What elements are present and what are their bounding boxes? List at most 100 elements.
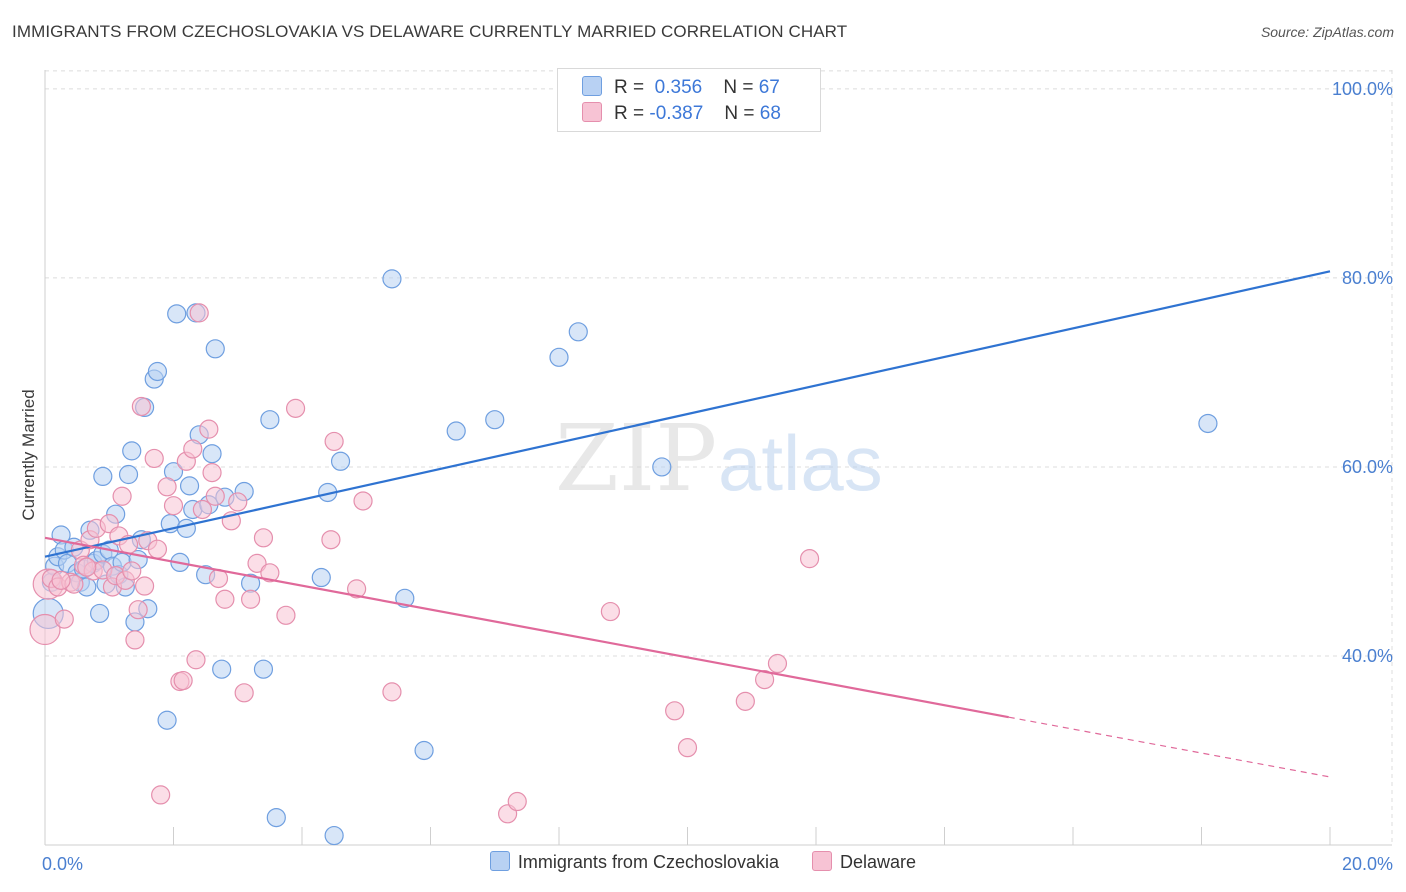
- point-czechoslovakia: [311, 567, 331, 588]
- legend-r-value: 0.356: [654, 77, 703, 98]
- point-delaware: [215, 589, 235, 609]
- point-delaware: [199, 419, 219, 439]
- point-czechoslovakia: [90, 603, 110, 624]
- point-delaware: [507, 791, 527, 812]
- point-delaware: [276, 605, 296, 625]
- point-delaware: [202, 463, 222, 483]
- chart-title: IMMIGRANTS FROM CZECHOSLOVAKIA VS DELAWA…: [12, 22, 848, 41]
- point-czechoslovakia: [212, 659, 232, 679]
- point-delaware: [677, 738, 698, 758]
- legend-swatch-pink: [582, 102, 602, 122]
- legend-swatch-blue: [582, 76, 602, 96]
- trend-lines: [44, 270, 1331, 778]
- point-czechoslovakia: [157, 710, 177, 730]
- point-delaware: [192, 499, 213, 520]
- watermark-atlas: atlas: [718, 419, 883, 507]
- point-czechoslovakia: [382, 269, 402, 289]
- point-czechoslovakia: [414, 740, 434, 761]
- y-tick-label: 60.0%: [1342, 457, 1393, 477]
- point-czechoslovakia: [549, 347, 569, 367]
- point-czechoslovakia: [568, 322, 588, 342]
- trend-line-delaware: [44, 536, 1009, 719]
- legend-r-value: -0.387: [649, 103, 704, 124]
- point-delaware: [122, 561, 142, 581]
- point-czechoslovakia: [167, 304, 187, 324]
- legend-n-value: 68: [759, 103, 781, 124]
- watermark-zip: ZIP: [555, 405, 717, 512]
- legend-n-label: N =: [724, 103, 755, 124]
- point-delaware: [131, 396, 151, 417]
- grid-lines: [45, 70, 1393, 845]
- point-delaware: [241, 589, 261, 609]
- point-delaware: [247, 553, 267, 573]
- point-delaware: [665, 701, 685, 721]
- correlation-legend: R = 0.356 N = 67 R = -0.387 N = 68: [557, 68, 821, 132]
- point-delaware: [799, 549, 820, 569]
- tick-labels: 40.0% 60.0% 80.0% 100.0% 0.0% 20.0%: [42, 79, 1393, 874]
- point-delaware: [347, 579, 367, 599]
- point-delaware: [147, 539, 168, 559]
- point-delaware: [321, 530, 341, 550]
- series-czechoslovakia: [32, 269, 1218, 846]
- point-delaware: [754, 670, 775, 690]
- point-czechoslovakia: [176, 518, 196, 538]
- legend-row-czechoslovakia: R = 0.356 N = 67: [582, 76, 780, 100]
- point-czechoslovakia: [147, 361, 168, 382]
- y-tick-label: 80.0%: [1342, 268, 1393, 288]
- point-delaware: [51, 570, 71, 590]
- y-tick-label: 40.0%: [1342, 646, 1393, 666]
- point-czechoslovakia: [485, 410, 505, 430]
- legend-series-name: Delaware: [840, 852, 917, 872]
- trend-line-czechoslovakia: [44, 270, 1331, 558]
- point-czechoslovakia: [330, 451, 351, 471]
- legend-item-delaware: Delaware: [812, 851, 916, 873]
- point-czechoslovakia: [266, 807, 286, 828]
- point-delaware: [125, 630, 145, 650]
- x-tick-label: 0.0%: [42, 854, 83, 874]
- point-delaware: [157, 477, 177, 497]
- legend-swatch-blue: [489, 851, 510, 871]
- legend-swatch-pink: [812, 851, 833, 871]
- y-axis-label: Currently Married: [19, 389, 38, 520]
- x-tick-label: 20.0%: [1342, 854, 1393, 874]
- point-delaware: [163, 496, 184, 516]
- point-delaware: [228, 492, 248, 512]
- point-czechoslovakia: [446, 421, 466, 441]
- legend-n-value: 67: [758, 77, 780, 98]
- point-delaware: [767, 653, 788, 674]
- point-delaware: [234, 683, 254, 703]
- point-czechoslovakia: [324, 825, 344, 846]
- legend-row-delaware: R = -0.387 N = 68: [582, 102, 781, 126]
- series-legend: Immigrants from Czechoslovakia Delaware: [0, 851, 1406, 873]
- legend-item-czechoslovakia: Immigrants from Czechoslovakia: [489, 851, 779, 873]
- point-delaware: [382, 682, 402, 702]
- point-delaware: [144, 448, 164, 469]
- point-delaware: [285, 398, 306, 418]
- point-czechoslovakia: [118, 464, 139, 485]
- legend-r-label: R =: [614, 103, 645, 124]
- y-tick-label: 100.0%: [1332, 79, 1393, 99]
- point-delaware: [253, 528, 274, 548]
- point-czechoslovakia: [260, 410, 280, 430]
- point-delaware: [186, 650, 206, 670]
- point-delaware: [134, 576, 155, 596]
- point-delaware: [353, 491, 373, 511]
- point-delaware: [151, 785, 171, 805]
- point-delaware: [54, 609, 74, 629]
- point-czechoslovakia: [205, 339, 225, 359]
- point-delaware: [189, 303, 209, 323]
- point-delaware: [128, 600, 148, 620]
- legend-r-label: R =: [614, 77, 645, 98]
- point-delaware: [260, 563, 280, 583]
- point-czechoslovakia: [1198, 413, 1218, 434]
- point-czechoslovakia: [179, 476, 200, 496]
- trend-line-delaware-extrapolated: [1008, 716, 1331, 778]
- point-czechoslovakia: [93, 466, 113, 487]
- point-delaware: [735, 691, 755, 711]
- point-delaware: [183, 439, 203, 459]
- watermark: ZIP atlas: [555, 405, 883, 512]
- point-delaware: [77, 557, 97, 577]
- point-delaware: [173, 670, 193, 691]
- point-delaware: [600, 601, 621, 622]
